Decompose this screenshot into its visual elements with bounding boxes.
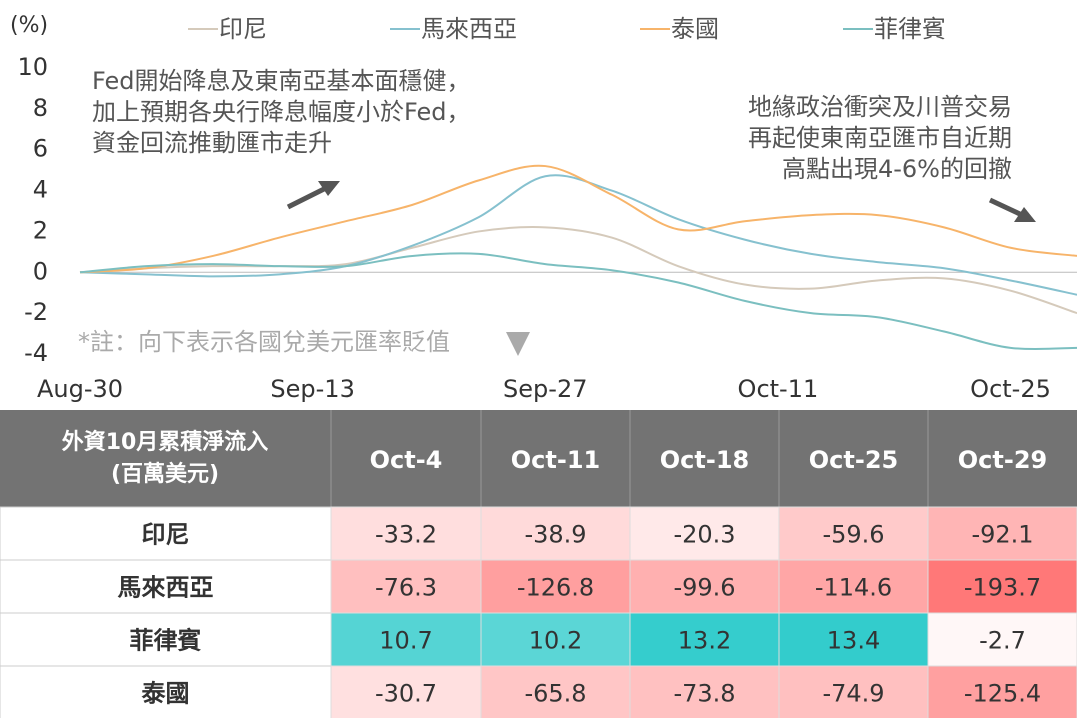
value-cell [480, 559, 631, 614]
x-tick-label: Aug-30 [37, 375, 123, 403]
y-axis-label: (%) [10, 13, 48, 38]
y-tick-label: -4 [24, 339, 48, 367]
annotation: 再起使東南亞匯市自近期 [748, 124, 1012, 152]
note: *註：向下表示各國兌美元匯率貶值 [78, 328, 450, 356]
x-tick-label: Sep-27 [503, 375, 587, 403]
y-tick-label: 8 [33, 94, 48, 122]
cell-value: -33.2 [375, 521, 437, 549]
x-tick-label: Oct-11 [738, 375, 819, 403]
value-cell [927, 665, 1077, 718]
row-label: 馬來西亞 [118, 574, 214, 602]
cell-value: 13.4 [827, 627, 880, 655]
series-line [79, 164, 1077, 274]
value-cell [330, 506, 482, 561]
column-header: Oct-25 [809, 446, 898, 474]
value-cell [629, 506, 780, 561]
row-label: 泰國 [142, 680, 190, 708]
annotation: 資金回流推動匯市走升 [92, 129, 332, 157]
value-cell [778, 559, 929, 614]
note-triangle [506, 332, 530, 356]
legend-label: 泰國 [671, 15, 719, 43]
annotation: Fed開始降息及東南亞基本面穩健， [92, 67, 471, 95]
y-tick-label: 4 [33, 176, 48, 204]
value-cell [480, 612, 631, 667]
series-line [79, 252, 1077, 351]
annotation: 加上預期各央行降息幅度小於Fed， [92, 98, 471, 126]
cell-value: -20.3 [673, 521, 735, 549]
value-cell [778, 506, 929, 561]
table-header-bg [0, 410, 1077, 507]
table-header-title: (百萬美元) [111, 461, 219, 487]
value-cell [629, 559, 780, 614]
value-cell [927, 612, 1077, 667]
column-header: Oct-11 [511, 446, 600, 474]
cell-value: -76.3 [375, 574, 437, 602]
arrows [286, 181, 1036, 356]
legend-label: 菲律賓 [874, 15, 946, 43]
cell-value: -114.6 [815, 574, 892, 602]
value-cell [778, 665, 929, 718]
annotation: 高點出現4-6%的回撤 [782, 155, 1012, 183]
legend-label: 馬來西亞 [421, 15, 517, 43]
cell-value: -125.4 [964, 680, 1041, 708]
down-arrow-head [1014, 207, 1036, 222]
x-tick-label: Sep-13 [270, 375, 354, 403]
cell-value: -38.9 [524, 521, 586, 549]
row-label: 菲律賓 [130, 627, 202, 655]
row-label: 印尼 [142, 521, 190, 549]
value-cell [480, 665, 631, 718]
cell-value: -30.7 [375, 680, 437, 708]
cell-value: -73.8 [673, 680, 735, 708]
cell-value: -92.1 [971, 521, 1033, 549]
cell-value: 13.2 [678, 627, 731, 655]
cell-value: -126.8 [517, 574, 594, 602]
series-line [79, 226, 1077, 315]
row-label-cell [0, 559, 332, 614]
cell-value: 10.2 [529, 627, 582, 655]
cell-value: -99.6 [673, 574, 735, 602]
cell-value: -193.7 [964, 574, 1041, 602]
column-header: Oct-4 [370, 446, 443, 474]
y-tick-label: -2 [24, 298, 48, 326]
value-cell [927, 559, 1077, 614]
legend-label: 印尼 [219, 15, 267, 43]
down-arrow [988, 197, 1024, 218]
x-tick-label: Oct-25 [970, 375, 1051, 403]
up-arrow-head [318, 181, 340, 196]
cell-value: -74.9 [822, 680, 884, 708]
value-cell [480, 506, 631, 561]
row-label-cell [0, 665, 332, 718]
y-tick-label: 6 [33, 135, 48, 163]
y-tick-label: 0 [33, 257, 48, 285]
y-tick-label: 10 [17, 53, 48, 81]
up-arrow [286, 185, 328, 210]
value-cell [629, 665, 780, 718]
cell-value: -65.8 [524, 680, 586, 708]
y-tick-label: 2 [33, 216, 48, 244]
cell-value: -59.6 [822, 521, 884, 549]
table-header-title: 外資10月累積淨流入 [62, 429, 269, 455]
series-line [79, 174, 1077, 296]
cell-value: -2.7 [979, 627, 1026, 655]
annotation: 地緣政治衝突及川普交易 [748, 93, 1012, 121]
column-header: Oct-29 [958, 446, 1047, 474]
cell-value: 10.7 [379, 627, 432, 655]
value-cell [330, 612, 482, 667]
value-cell [330, 559, 482, 614]
column-header: Oct-18 [660, 446, 749, 474]
